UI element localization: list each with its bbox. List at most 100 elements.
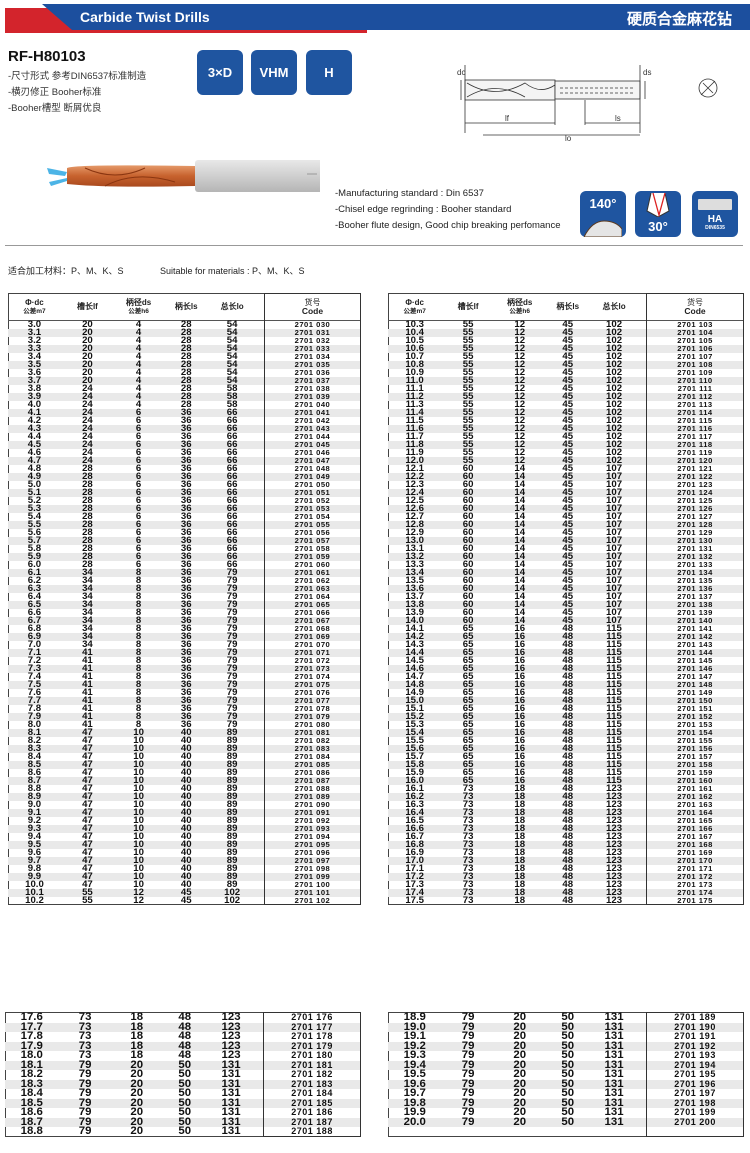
dc-cell: 15.6 <box>405 743 425 754</box>
dc-cell: 18.1 <box>20 1058 43 1071</box>
lf-cell: 79 <box>78 1068 92 1080</box>
dc-cell: 9.2 <box>27 815 42 826</box>
ls-cell: 36 <box>180 495 192 506</box>
dc-cell: 4.2 <box>27 415 42 426</box>
table-row: 14.9 65 16 48 115 2701 149 <box>388 688 744 698</box>
dc-cell: 11.8 <box>405 439 424 450</box>
table-row: 15.7 65 16 48 115 2701 157 <box>388 751 744 762</box>
table-row: 19.4 79 20 50 131 2701 194 <box>388 1058 744 1071</box>
code-cell: 2701 107 <box>677 352 713 361</box>
code-cell: 2701 188 <box>291 1126 333 1136</box>
lf-cell: 73 <box>78 1011 92 1023</box>
lf-cell: 20 <box>82 319 93 330</box>
dc-cell: 18.2 <box>20 1068 43 1080</box>
ds-cell: 14 <box>514 591 526 602</box>
dc-cell: 19.2 <box>403 1039 426 1052</box>
ds-cell: 12 <box>514 335 526 346</box>
ls-cell: 40 <box>180 847 192 858</box>
lf-cell: 24 <box>82 447 93 458</box>
table-row: 3.7 20 4 28 54 2701 037 <box>8 375 361 386</box>
table-row: 10.3 55 12 45 102 2701 103 <box>388 320 744 330</box>
lf-cell: 41 <box>82 679 93 690</box>
ls-cell: 50 <box>561 1011 575 1023</box>
ls-cell: 36 <box>180 519 192 530</box>
table-row: 10.9 55 12 45 102 2701 109 <box>388 368 744 378</box>
code-cell: 2701 185 <box>291 1097 333 1108</box>
dc-cell: 6.7 <box>27 615 42 626</box>
dc-cell: 16.5 <box>405 815 425 826</box>
lo-cell: 123 <box>221 1020 241 1033</box>
table-row: 10.0 47 10 40 89 2701 100 <box>8 879 361 890</box>
dc-cell: 3.3 <box>27 343 42 354</box>
code-cell: 2701 192 <box>674 1040 716 1051</box>
dc-cell: 14.5 <box>405 655 425 666</box>
dc-cell: 11.6 <box>405 423 424 434</box>
ds-cell: 16 <box>514 639 526 650</box>
ds-cell: 20 <box>130 1077 144 1090</box>
dc-cell: 10.2 <box>25 895 44 906</box>
table-row: 5.3 28 6 36 66 2701 053 <box>8 504 361 513</box>
lo-cell: 54 <box>226 343 238 354</box>
dc-cell: 9.4 <box>27 831 42 842</box>
table-row: 16.4 73 18 48 123 2701 164 <box>388 808 744 817</box>
ds-cell: 14 <box>514 511 526 522</box>
table-row: 17.0 73 18 48 123 2701 170 <box>388 856 744 865</box>
code-cell: 2701 164 <box>677 808 713 817</box>
code-cell: 2701 084 <box>294 752 331 761</box>
table-row: 16.1 73 18 48 123 2701 161 <box>388 784 744 794</box>
dc-cell: 15.8 <box>405 759 425 770</box>
table-row: 9.4 47 10 40 89 2701 094 <box>8 831 361 842</box>
table-row: 18.8 79 20 50 131 2701 188 <box>5 1126 361 1137</box>
dc-cell: 7.6 <box>27 687 42 698</box>
table-row: 4.7 24 6 36 66 2701 047 <box>8 456 361 465</box>
table-row: 6.5 34 8 36 79 2701 065 <box>8 600 361 609</box>
lf-cell: 79 <box>461 1011 475 1023</box>
column-header: 货号 Code <box>264 293 361 320</box>
lf-cell: 55 <box>462 383 474 394</box>
ds-cell: 18 <box>514 863 526 874</box>
lo-cell: 89 <box>226 751 238 762</box>
lf-cell: 20 <box>82 375 93 386</box>
code-cell: 2701 057 <box>294 536 331 545</box>
lf-cell: 24 <box>82 431 93 442</box>
lf-cell: 28 <box>82 559 93 570</box>
code-cell: 2701 070 <box>294 640 331 649</box>
dc-cell: 6.0 <box>27 559 42 570</box>
lf-cell: 60 <box>462 487 474 498</box>
dc-cell: 16.6 <box>405 823 425 834</box>
ls-cell: 40 <box>180 879 192 890</box>
dc-cell: 3.4 <box>27 351 42 362</box>
lo-cell: 79 <box>226 687 238 698</box>
feature-en: -Booher flute design, Good chip breaking… <box>335 220 561 231</box>
dc-cell: 18.7 <box>20 1115 43 1128</box>
table-row: 8.2 47 10 40 89 2701 082 <box>8 736 361 746</box>
lf-cell: 73 <box>78 1020 92 1033</box>
ds-cell: 12 <box>514 375 526 386</box>
ds-cell: 16 <box>514 735 526 746</box>
lf-cell: 73 <box>78 1030 92 1042</box>
ds-cell: 18 <box>130 1020 144 1033</box>
dc-cell: 19.4 <box>403 1058 426 1071</box>
code-cell: 2701 101 <box>294 888 331 897</box>
ls-cell: 36 <box>180 703 192 714</box>
ls-cell: 48 <box>562 895 574 906</box>
table-row: 7.9 41 8 36 79 2701 079 <box>8 712 361 721</box>
dc-cell: 4.5 <box>27 439 42 450</box>
ls-cell: 48 <box>562 663 574 674</box>
dc-cell: 8.8 <box>27 783 42 794</box>
lo-cell: 123 <box>606 887 623 898</box>
lo-cell: 54 <box>226 319 238 330</box>
ls-cell: 28 <box>180 399 192 410</box>
lf-cell: 34 <box>82 639 93 650</box>
lf-cell: 79 <box>78 1077 92 1090</box>
dc-cell: 12.1 <box>405 463 425 474</box>
lo-cell: 131 <box>221 1077 241 1090</box>
code-cell: 2701 125 <box>677 496 713 505</box>
code-cell: 2701 171 <box>677 864 713 873</box>
table-row: 4.4 24 6 36 66 2701 044 <box>8 431 361 442</box>
dc-cell: 7.7 <box>27 695 42 706</box>
lo-cell: 89 <box>226 815 238 826</box>
lf-cell: 65 <box>462 751 474 762</box>
lf-cell: 55 <box>462 351 474 362</box>
code-cell: 2701 170 <box>677 856 713 865</box>
